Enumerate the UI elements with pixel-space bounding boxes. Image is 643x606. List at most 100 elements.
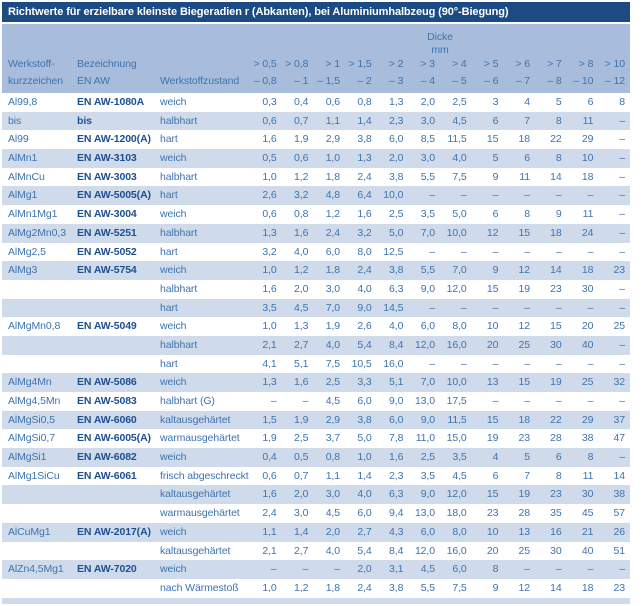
cell-bend-radius-value: 12,0 — [414, 338, 435, 351]
cell-bend-radius-value: 7,5 — [325, 357, 340, 370]
cell-bend-radius-value: 3,5 — [262, 301, 277, 314]
cell-bend-radius-value: 9 — [555, 208, 562, 221]
cell-bend-radius-value: 21 — [581, 525, 594, 538]
cell-werkstoffzustand: weich — [160, 96, 187, 108]
cell-bend-radius-value: 0,3 — [262, 96, 277, 108]
cell-en-aw: EN AW-1080A — [77, 96, 145, 108]
cell-bend-radius-value: – — [619, 114, 625, 127]
thickness-to: – 4 — [420, 75, 435, 87]
cell-werkstoffzustand: warmausgehärtet — [160, 432, 240, 445]
cell-bend-radius-value: – — [492, 395, 499, 407]
cell-bend-radius-value: 4,0 — [325, 338, 340, 351]
cell-werkstoffkurzzeichen: Al99,8 — [8, 96, 38, 108]
table-row: Al99 EN AW-1200(A) hart 1,6 1,9 2,9 3,8 6,0 8,5 1… — [2, 130, 630, 150]
cell-werkstoffkurzzeichen — [2, 485, 75, 504]
col-header-bezeichnung: Bezeichnung EN AW — [75, 56, 158, 90]
cell-bend-radius-value: 8 — [619, 96, 625, 108]
cell-en-aw: EN AW-5754 — [77, 264, 137, 277]
cell-bend-radius-value: 3,3 — [357, 376, 372, 389]
cell-bend-radius-value: 0,6 — [325, 96, 340, 108]
cell-bend-radius-value: 1,6 — [357, 208, 372, 221]
cell-werkstoffkurzzeichen: AlMnCu — [8, 170, 45, 183]
cell-bend-radius-value: 45 — [581, 507, 594, 520]
cell-bend-radius-value: – — [460, 301, 467, 314]
cell-bend-radius-value: 13,0 — [414, 507, 435, 520]
cell-bend-radius-value: 1,9 — [262, 432, 277, 445]
col-header-thickness-range: > 1 – 1,5 — [313, 56, 345, 90]
cell-en-aw: EN AW-6082 — [77, 451, 137, 464]
cell-bend-radius-value: 23 — [550, 282, 562, 295]
cell-bend-radius-value: 3,8 — [357, 413, 372, 426]
col-header-werkstoffkurzzeichen: Werkstoff- kurzzeichen — [2, 56, 75, 90]
cell-bend-radius-value: – — [619, 245, 625, 258]
cell-bend-radius-value: – — [302, 395, 309, 407]
cell-bend-radius-value: 3,0 — [294, 507, 309, 520]
cell-bend-radius-value: 4,1 — [262, 357, 277, 370]
cell-bend-radius-value: 4,0 — [389, 320, 404, 333]
cell-bend-radius-value: 6,3 — [389, 282, 404, 295]
cell-bend-radius-value: 6,0 — [357, 507, 372, 520]
cell-werkstoffkurzzeichen: AlZn4,5Mg1 — [8, 563, 64, 576]
cell-bend-radius-value: 29 — [581, 133, 594, 146]
cell-werkstoffzustand: weich — [160, 376, 187, 389]
cell-bend-radius-value: 10,5 — [351, 357, 372, 370]
cell-bend-radius-value: 51 — [613, 544, 626, 557]
table-row: AlMgMn0,8 EN AW-5049 weich 1,0 1,3 1,9 2,6 4,0 6… — [2, 317, 630, 336]
cell-bend-radius-value: 8 — [555, 152, 562, 165]
cell-bend-radius-value: 7,0 — [420, 226, 435, 239]
cell-bend-radius-value: 1,4 — [357, 469, 372, 482]
thickness-from: > 8 — [578, 58, 594, 70]
cell-bend-radius-value: 11 — [582, 114, 594, 127]
cell-bend-radius-value: 2,0 — [294, 488, 309, 501]
cell-bend-radius-value: 12,0 — [446, 282, 467, 295]
table-row: AlZn4,5Mg1 EN AW-7020 weich – – – 2,0 3,1 4,5 6,0… — [2, 560, 630, 579]
cell-bend-radius-value: 15 — [518, 226, 531, 239]
table-row: AlMg1 EN AW-5005(A) hart 2,6 3,2 4,8 6,4 10,0 – –… — [2, 186, 630, 206]
cell-bend-radius-value: 28 — [518, 507, 531, 520]
cell-bend-radius-value: 0,6 — [262, 469, 277, 482]
cell-werkstoffkurzzeichen: AlMg2Mn0,3 — [8, 226, 66, 239]
cell-bend-radius-value: – — [619, 152, 625, 165]
cell-bend-radius-value: 1,2 — [294, 581, 309, 594]
cell-bend-radius-value: 1,6 — [262, 282, 277, 295]
cell-bend-radius-value: – — [619, 282, 625, 295]
cell-bend-radius-value: 4,8 — [325, 189, 340, 202]
cell-bend-radius-value: – — [555, 395, 562, 407]
thickness-from: > 1 — [325, 58, 340, 70]
cell-bend-radius-value: 0,6 — [262, 114, 277, 127]
cell-bend-radius-value: 4,0 — [357, 282, 372, 295]
table-row: hart 3,5 4,5 7,0 9,0 14,5 – – – – – – – — [2, 298, 630, 318]
cell-bend-radius-value: – — [524, 563, 530, 576]
cell-bend-radius-value: 1,6 — [294, 226, 309, 239]
cell-werkstoffzustand: hart — [160, 245, 178, 258]
cell-werkstoffzustand: weich — [160, 208, 187, 221]
col-header-thickness-range: > 7– 8 — [535, 56, 567, 90]
cell-werkstoffkurzzeichen: AlMg1 — [8, 189, 38, 202]
thickness-to: – 5 — [452, 75, 467, 87]
cell-bend-radius-value: 1,2 — [294, 264, 309, 277]
cell-bend-radius-value: – — [460, 357, 467, 370]
table-row: nach Wärmestoß 1,0 1,2 1,8 2,4 3,8 5,5 7,5 9 12 14… — [2, 578, 630, 598]
cell-werkstoffzustand: halbhart — [160, 170, 198, 183]
cell-bend-radius-value: 1,3 — [262, 226, 277, 239]
cell-en-aw: EN AW-5083 — [77, 395, 137, 407]
cell-bend-radius-value: 12,0 — [414, 544, 435, 557]
cell-bend-radius-value: 8,4 — [389, 338, 404, 351]
cell-bend-radius-value: 8 — [524, 208, 530, 221]
cell-bend-radius-value: 2,0 — [389, 152, 404, 165]
cell-bend-radius-value: 20 — [486, 338, 499, 351]
cell-bend-radius-value: 23 — [550, 488, 562, 501]
cell-bend-radius-value: 1,0 — [357, 451, 372, 464]
cell-bend-radius-value: 0,8 — [294, 208, 309, 221]
cell-werkstoffzustand: weich — [160, 152, 187, 165]
cell-werkstoffkurzzeichen — [2, 579, 75, 598]
thickness-from: > 1,5 — [348, 58, 372, 70]
cell-bend-radius-value: 5 — [555, 96, 562, 108]
cell-bend-radius-value: 2,6 — [262, 189, 277, 202]
cell-bend-radius-value: 1,2 — [294, 170, 309, 183]
cell-werkstoffkurzzeichen — [2, 336, 75, 355]
cell-werkstoffkurzzeichen — [2, 504, 75, 523]
cell-werkstoffkurzzeichen — [2, 280, 75, 299]
table-row: halbhart 2,1 2,7 4,0 5,4 8,4 12,0 16,0 20 25 30 40 – — [2, 335, 630, 355]
table-title: Richtwerte für erzielbare kleinste Biege… — [8, 6, 509, 18]
